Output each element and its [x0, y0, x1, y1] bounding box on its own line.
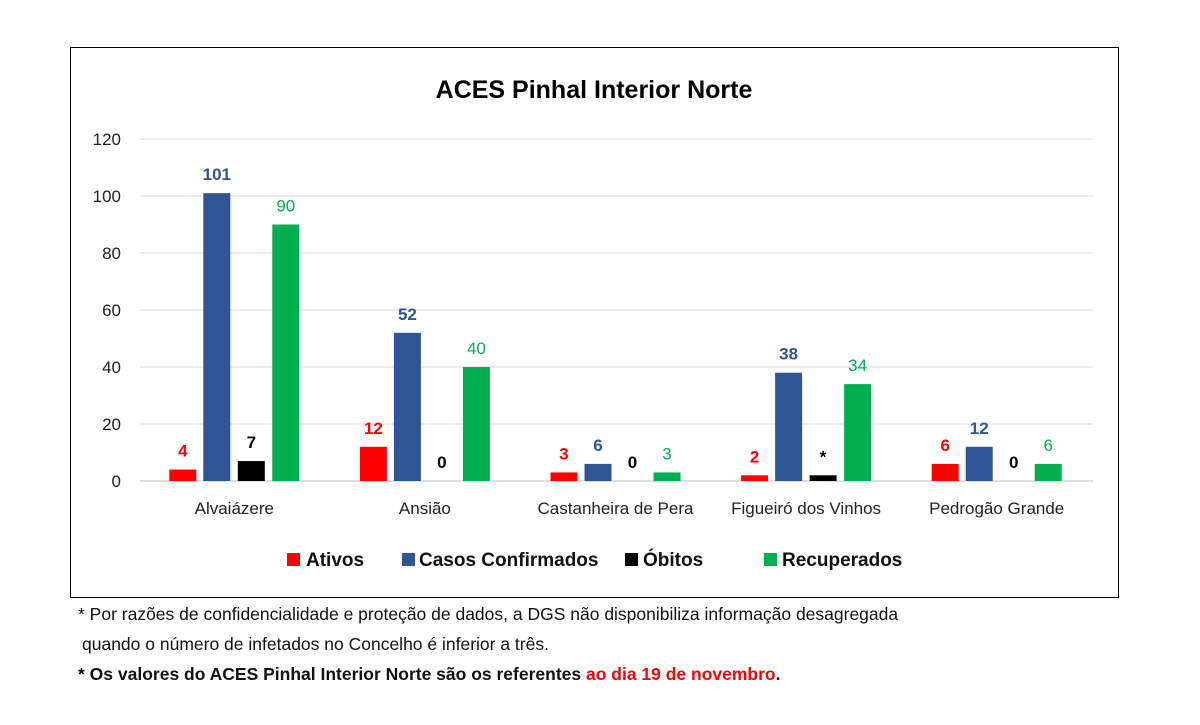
bars: [169, 193, 1062, 481]
bar-1-2: [584, 463, 612, 481]
data-label-2-0: 7: [247, 433, 256, 452]
data-label-2-2: 0: [628, 453, 637, 472]
data-label-1-0: 101: [203, 165, 231, 184]
data-label-2-3: *: [820, 447, 827, 466]
y-tick-label: 120: [93, 130, 121, 149]
footnote-date-highlight: ao dia 19 de novembro: [585, 664, 776, 684]
x-tick-label: Alvaiázere: [195, 499, 274, 518]
bar-chart: ACES Pinhal Interior Norte 0204060801001…: [93, 76, 1093, 571]
bar-1-4: [965, 446, 993, 481]
data-label-0-3: 2: [750, 447, 759, 466]
x-tick-label: Ansião: [399, 499, 451, 518]
bar-3-4: [1034, 463, 1062, 481]
bar-1-1: [393, 332, 421, 481]
y-axis-ticks: 0 20 40 60 80 100 120: [93, 130, 121, 491]
data-label-2-4: 0: [1009, 453, 1018, 472]
data-label-1-3: 38: [779, 345, 798, 364]
x-tick-label: Pedrogão Grande: [929, 499, 1064, 518]
y-tick-label: 0: [112, 472, 121, 491]
legend-label-0: Ativos: [306, 550, 364, 571]
data-label-1-4: 12: [970, 419, 989, 438]
bar-3-2: [653, 472, 681, 481]
bar-1-3: [775, 372, 803, 481]
data-label-3-4: 6: [1043, 436, 1052, 455]
bar-2-0: [237, 461, 265, 481]
bar-2-3: [809, 475, 837, 481]
chart-title: ACES Pinhal Interior Norte: [436, 76, 753, 104]
bar-3-1: [462, 367, 490, 481]
footnote-date-suffix: .: [775, 664, 781, 684]
footnote-confidentiality-cont: quando o número de infetados no Concelho…: [82, 634, 549, 654]
bar-0-2: [550, 472, 578, 481]
data-label-3-1: 40: [467, 339, 486, 358]
x-tick-label: Castanheira de Pera: [538, 499, 694, 518]
data-label-3-3: 34: [848, 356, 867, 375]
footnote-confidentiality: * Por razões de confidencialidade e prot…: [78, 604, 899, 624]
data-label-3-0: 90: [276, 197, 295, 216]
data-label-0-2: 3: [559, 444, 568, 463]
footnote-date-prefix: * Os valores do ACES Pinhal Interior Nor…: [78, 664, 586, 684]
y-tick-label: 20: [102, 415, 121, 434]
footnote-date: * Os valores do ACES Pinhal Interior Nor…: [78, 664, 781, 685]
legend-label-2: Óbitos: [643, 549, 703, 571]
x-axis-ticks: Alvaiázere Ansião Castanheira de Pera Figue…: [195, 499, 1065, 518]
legend-swatch-2: [625, 553, 638, 566]
legend-swatch-0: [287, 553, 300, 566]
bar-0-4: [931, 463, 959, 481]
y-tick-label: 60: [102, 301, 121, 320]
data-label-0-0: 4: [178, 442, 188, 461]
bar-1-0: [203, 193, 231, 481]
legend-label-3: Recuperados: [782, 550, 902, 571]
legend: Ativos Casos Confirmados Óbitos Recuperados: [287, 549, 902, 571]
y-tick-label: 100: [93, 187, 121, 206]
bar-0-3: [741, 475, 769, 481]
bar-3-0: [272, 224, 300, 481]
y-tick-label: 40: [102, 358, 121, 377]
data-label-2-1: 0: [437, 453, 446, 472]
x-tick-label: Figueiró dos Vinhos: [731, 499, 881, 518]
bar-3-3: [844, 384, 872, 481]
y-tick-label: 80: [102, 244, 121, 263]
data-label-1-2: 6: [593, 436, 602, 455]
data-label-0-4: 6: [940, 436, 949, 455]
data-label-3-2: 3: [662, 444, 671, 463]
data-label-1-1: 52: [398, 305, 417, 324]
bar-0-1: [359, 446, 387, 481]
legend-label-1: Casos Confirmados: [419, 550, 598, 571]
legend-swatch-3: [764, 553, 777, 566]
chart-frame: [70, 47, 1119, 598]
data-label-0-1: 12: [364, 419, 383, 438]
bar-0-0: [169, 469, 197, 481]
legend-swatch-1: [402, 553, 415, 566]
data-labels: 4 101 7 90 12 52 0 40 3 6 0 3 2 38 * 34 6 12 0 6: [178, 165, 1053, 472]
